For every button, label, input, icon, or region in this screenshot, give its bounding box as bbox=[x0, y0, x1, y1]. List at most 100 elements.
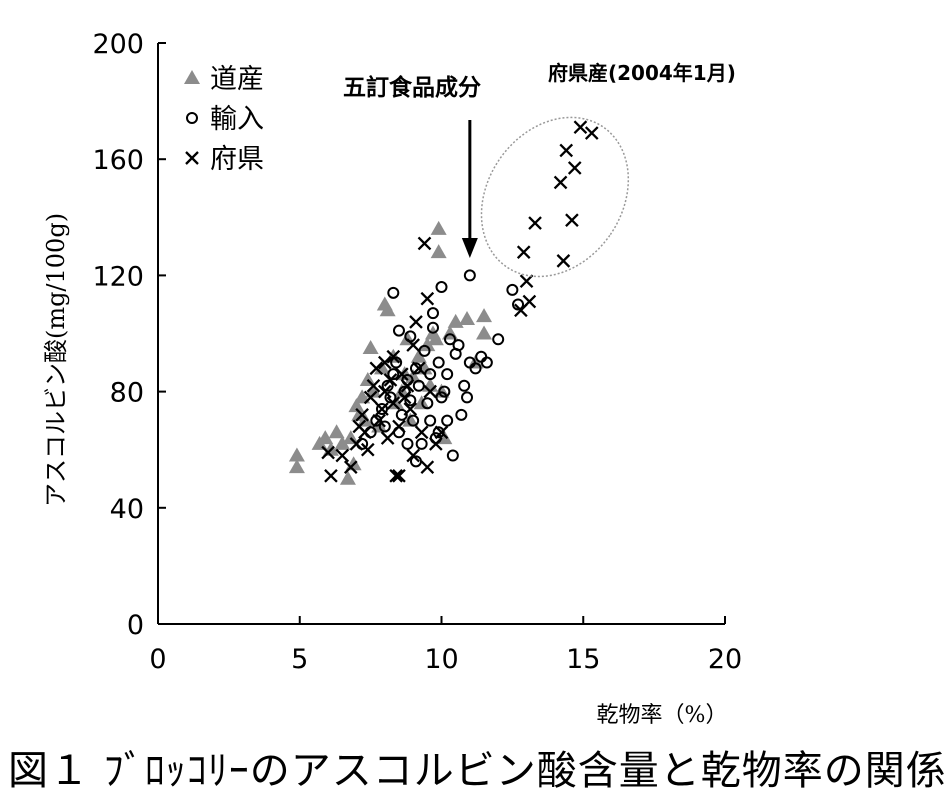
data-point bbox=[389, 469, 403, 483]
x-tick-label: 10 bbox=[424, 644, 458, 675]
data-point bbox=[438, 385, 451, 398]
x-tick-label: 0 bbox=[149, 644, 166, 675]
data-point bbox=[324, 469, 338, 483]
data-point bbox=[392, 419, 406, 434]
reference-arrow-head bbox=[461, 238, 478, 258]
axes bbox=[157, 42, 726, 625]
data-point bbox=[512, 298, 525, 311]
data-point bbox=[342, 430, 359, 445]
data-point bbox=[387, 286, 400, 299]
legend-marker bbox=[184, 70, 200, 84]
y-tick-label: 80 bbox=[110, 378, 144, 409]
data-point bbox=[343, 460, 358, 474]
data-point bbox=[452, 339, 465, 352]
data-point bbox=[432, 356, 445, 369]
data-point bbox=[412, 379, 425, 392]
data-point bbox=[377, 384, 392, 399]
data-point bbox=[423, 384, 437, 399]
data-point bbox=[383, 373, 398, 387]
data-point bbox=[288, 459, 305, 474]
data-point bbox=[414, 425, 429, 440]
data-point bbox=[409, 362, 422, 375]
legend-marker bbox=[185, 151, 199, 165]
data-point bbox=[386, 396, 401, 411]
data-point bbox=[426, 321, 439, 334]
data-point bbox=[480, 356, 493, 369]
data-point bbox=[387, 368, 400, 381]
data-point bbox=[378, 420, 391, 433]
data-point bbox=[392, 469, 406, 483]
data-point bbox=[328, 424, 345, 439]
data-point bbox=[475, 350, 488, 363]
data-point bbox=[435, 391, 448, 404]
data-point bbox=[441, 368, 454, 381]
y-tick-label: 120 bbox=[92, 261, 144, 292]
data-point bbox=[352, 419, 367, 434]
x-tick-label: 15 bbox=[566, 644, 600, 675]
data-point bbox=[394, 367, 409, 381]
data-point bbox=[519, 274, 534, 289]
data-point bbox=[288, 447, 305, 462]
data-point bbox=[375, 402, 389, 416]
data-point bbox=[461, 391, 474, 404]
data-point bbox=[419, 337, 436, 352]
data-point bbox=[528, 216, 542, 230]
x-tick-label: 5 bbox=[291, 644, 308, 675]
data-point bbox=[355, 408, 369, 422]
data-point bbox=[424, 368, 437, 381]
data-point bbox=[492, 333, 505, 346]
data-point bbox=[317, 430, 334, 445]
data-point bbox=[565, 213, 579, 228]
y-axis-label: アスコルビン酸(mg/100g) bbox=[42, 213, 70, 507]
data-point bbox=[420, 291, 435, 306]
data-point bbox=[375, 403, 388, 416]
reference-arrow-label: 五訂食品成分 bbox=[343, 74, 481, 101]
data-point bbox=[379, 302, 396, 317]
y-tick-label: 200 bbox=[92, 29, 144, 60]
annotations: 府県産(2004年1月) 五訂食品成分 bbox=[343, 61, 736, 278]
x-tick-label: 20 bbox=[708, 644, 742, 675]
data-point bbox=[506, 283, 519, 296]
data-point bbox=[446, 449, 459, 462]
data-point bbox=[397, 390, 412, 405]
data-point bbox=[522, 294, 537, 309]
data-point bbox=[366, 378, 381, 393]
data-point bbox=[417, 236, 432, 251]
data-point bbox=[444, 333, 457, 346]
data-point bbox=[403, 402, 418, 416]
y-tick-label: 40 bbox=[110, 494, 144, 525]
data-point bbox=[476, 308, 493, 323]
data-point bbox=[447, 313, 464, 328]
data-point bbox=[380, 431, 395, 445]
data-point bbox=[370, 414, 383, 427]
data-point bbox=[573, 120, 588, 135]
data-point bbox=[559, 143, 574, 158]
data-point bbox=[469, 362, 482, 375]
data-point bbox=[359, 371, 376, 386]
data-point bbox=[463, 269, 476, 282]
legend-marker bbox=[186, 112, 198, 124]
data-point bbox=[412, 361, 426, 376]
data-point bbox=[410, 348, 427, 363]
data-point bbox=[459, 310, 476, 325]
data-point bbox=[406, 338, 420, 352]
highlight-ellipse bbox=[480, 116, 630, 278]
data-point bbox=[369, 361, 384, 376]
data-point bbox=[567, 161, 582, 175]
legend-label: 道産 bbox=[210, 64, 264, 95]
tick-labels: 0 40 80 120 160 200 0 5 10 15 20 乾物率（%） アスコルビン酸(mg/1… bbox=[42, 29, 742, 728]
y-tick-label: 0 bbox=[127, 610, 144, 641]
data-point bbox=[321, 445, 335, 460]
ellipse-label: 府県産(2004年1月) bbox=[548, 61, 736, 85]
data-point bbox=[377, 355, 392, 370]
data-point bbox=[404, 394, 417, 407]
data-point bbox=[476, 325, 493, 340]
data-point bbox=[430, 244, 447, 259]
data-point bbox=[392, 324, 405, 337]
data-point bbox=[406, 448, 420, 463]
data-point bbox=[335, 448, 350, 463]
data-point bbox=[516, 245, 531, 259]
data-point bbox=[363, 390, 378, 405]
data-point bbox=[372, 413, 386, 428]
data-point bbox=[432, 426, 445, 439]
